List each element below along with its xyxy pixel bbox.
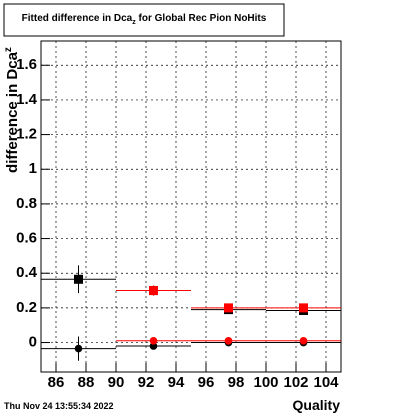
x-tick-label: 96 xyxy=(198,374,215,391)
marker xyxy=(149,337,158,345)
y-label-text: difference in Dca xyxy=(4,51,21,173)
chart-title: Fitted difference in Dcaz for Global Rec… xyxy=(22,13,267,26)
marker xyxy=(149,286,158,296)
y-tick-label: 1.4 xyxy=(16,91,38,108)
x-tick-label: 100 xyxy=(253,374,278,391)
y-tick-label: 1 xyxy=(29,160,37,177)
y-tick-label: 0.2 xyxy=(16,299,37,316)
y-tick-label: 0.8 xyxy=(16,195,37,212)
x-tick-label: 98 xyxy=(228,374,245,391)
title-subscript: z xyxy=(132,19,136,26)
footer: Thu Nov 24 13:55:34 2022 xyxy=(4,401,114,411)
title-text: Fitted difference in Dca xyxy=(22,13,133,24)
x-tick-label: 102 xyxy=(283,374,308,391)
title-box xyxy=(3,3,285,37)
plot-frame xyxy=(40,40,342,373)
y-axis-label: difference in Dcaz xyxy=(3,47,21,173)
x-tick-label: 90 xyxy=(108,374,125,391)
x-tick-label: 104 xyxy=(313,374,339,391)
y-tick-label: 0.4 xyxy=(16,264,38,281)
x-axis-label: Quality xyxy=(293,397,341,413)
marker xyxy=(299,303,308,313)
y-tick-label: 0 xyxy=(29,334,37,351)
x-tick-label: 94 xyxy=(168,374,185,391)
marker xyxy=(149,342,158,350)
y-label-subscript: z xyxy=(3,47,14,52)
marker xyxy=(74,344,83,353)
y-tick-label: 1.6 xyxy=(16,56,37,73)
marker xyxy=(299,337,308,345)
x-tick-label: 88 xyxy=(78,374,95,391)
x-tick-label: 92 xyxy=(138,374,155,391)
x-tick-label: 86 xyxy=(48,374,65,391)
marker xyxy=(224,337,233,345)
y-tick-label: 0.6 xyxy=(16,230,37,247)
title-text: for Global Rec Pion NoHits xyxy=(136,13,267,24)
y-tick-label: 1.2 xyxy=(16,126,37,143)
marker xyxy=(74,274,83,284)
marker xyxy=(224,303,233,313)
